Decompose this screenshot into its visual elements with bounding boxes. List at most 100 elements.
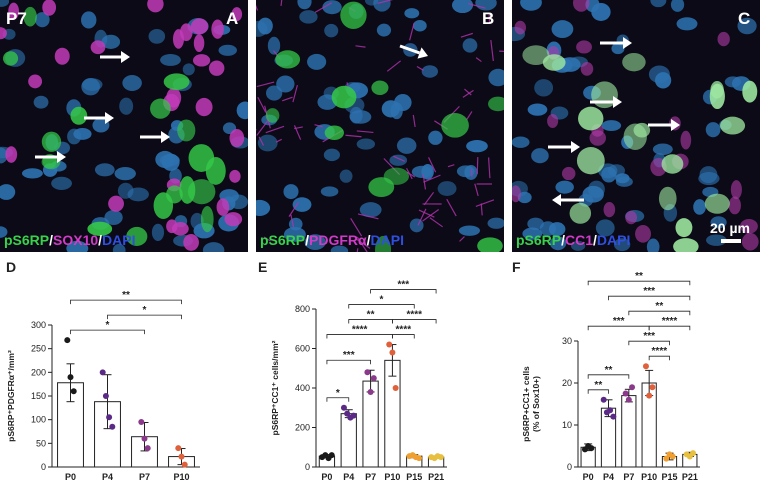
sox10-cell xyxy=(0,27,7,40)
pdgfr-process xyxy=(263,236,271,242)
cc1-cell xyxy=(730,180,742,200)
pdgfr-process xyxy=(290,214,295,228)
pdgfr-process xyxy=(386,60,402,72)
nucleus xyxy=(451,0,474,14)
stain: pS6RP xyxy=(516,232,561,248)
cc1-cell xyxy=(740,218,758,234)
nucleus xyxy=(527,103,548,116)
bar-chart: 0 200 400 600 800 pS6RP⁺CC1⁺ cells/mm² P0 P4 P7 P… xyxy=(270,280,447,482)
pdgfr-process xyxy=(423,174,441,183)
data-point xyxy=(370,375,377,382)
ps6rp-cell xyxy=(368,177,395,198)
significance-label: **** xyxy=(406,310,422,321)
significance-bracket xyxy=(70,329,145,335)
x-tick-label: P10 xyxy=(384,472,400,482)
pdgfr-process xyxy=(406,171,416,178)
pdgfr-process xyxy=(257,96,267,113)
nucleus xyxy=(520,0,542,11)
data-point xyxy=(350,412,357,419)
significance-label: **** xyxy=(352,325,368,336)
nucleus xyxy=(112,243,126,252)
pdgfr-process xyxy=(460,32,473,38)
nucleus xyxy=(705,122,721,138)
significance-label: ** xyxy=(122,290,130,301)
data-point xyxy=(600,396,607,403)
significance-label: *** xyxy=(397,280,409,291)
sox10-cell xyxy=(183,234,199,251)
pdgfr-process xyxy=(288,201,299,217)
nucleus xyxy=(155,150,175,169)
pdgfr-process xyxy=(475,199,495,207)
nucleus xyxy=(475,0,497,11)
nucleus xyxy=(51,176,72,190)
stain: DAPI xyxy=(371,232,404,248)
ps6rp-cell xyxy=(704,193,730,214)
data-point xyxy=(367,388,374,395)
significance-bracket xyxy=(107,314,182,320)
nucleus xyxy=(359,202,382,218)
pdgfr-process xyxy=(265,125,285,134)
pdgfr-process xyxy=(475,57,482,63)
nucleus xyxy=(534,79,554,97)
data-point xyxy=(138,419,145,426)
cc1-cell xyxy=(512,185,522,203)
nucleus xyxy=(297,0,312,10)
sox10-cell xyxy=(90,40,106,55)
data-point xyxy=(109,423,116,430)
data-point xyxy=(416,455,423,462)
nucleus xyxy=(698,171,720,186)
pdgfr-process xyxy=(447,164,455,168)
arrow-head xyxy=(552,194,561,206)
nucleus xyxy=(349,110,372,124)
cc1-cell xyxy=(717,31,730,47)
nucleus xyxy=(413,19,427,32)
pdgfr-process xyxy=(466,111,473,120)
ps6rp-cell xyxy=(70,106,88,125)
stage-label: P7 xyxy=(6,9,27,28)
sox10-cell xyxy=(166,87,182,108)
ps6rp-cell xyxy=(720,116,746,135)
data-point xyxy=(646,392,653,399)
pdgfr-process xyxy=(429,217,443,228)
pdgfr-process xyxy=(356,236,368,252)
x-tick-label: P10 xyxy=(173,472,189,482)
significance-bracket xyxy=(648,325,691,331)
significance-label: * xyxy=(143,305,147,316)
data-point xyxy=(629,384,636,391)
nucleus xyxy=(122,74,142,92)
data-point xyxy=(649,384,656,391)
ps6rp-cell xyxy=(23,6,37,27)
cc1-cell xyxy=(635,224,652,243)
nucleus xyxy=(330,245,349,252)
pdgfr-process xyxy=(355,45,366,48)
pdgfr-process xyxy=(256,81,275,88)
stain: PDGFRα xyxy=(309,232,367,248)
nucleus xyxy=(81,78,100,96)
nucleus xyxy=(601,120,622,132)
pdgfr-process xyxy=(355,238,371,249)
sox10-cell xyxy=(195,97,213,117)
pdgfr-process xyxy=(293,125,302,140)
stain: DAPI xyxy=(102,232,135,248)
nucleus xyxy=(66,240,89,252)
nucleus xyxy=(404,8,420,19)
stain: SOX10 xyxy=(53,232,98,248)
ps6rp-cell xyxy=(522,45,550,66)
x-tick-label: P21 xyxy=(682,472,698,482)
x-tick-label: P7 xyxy=(623,472,634,482)
data-point xyxy=(588,445,595,452)
y-tick-label: 200 xyxy=(31,367,46,377)
ps6rp-cell xyxy=(340,1,367,30)
nucleus xyxy=(376,23,392,37)
chart-letter: F xyxy=(512,259,521,275)
ps6rp-cell xyxy=(742,80,758,103)
nucleus xyxy=(33,95,49,109)
ps6rp-cell xyxy=(661,154,684,174)
nucleus xyxy=(551,20,574,39)
pdgfr-process xyxy=(464,88,472,96)
ps6rp-cell xyxy=(488,96,504,112)
arrow-head xyxy=(417,47,428,59)
pdgfr-process xyxy=(423,191,435,206)
significance-label: *** xyxy=(643,286,655,297)
nucleus xyxy=(21,168,43,179)
